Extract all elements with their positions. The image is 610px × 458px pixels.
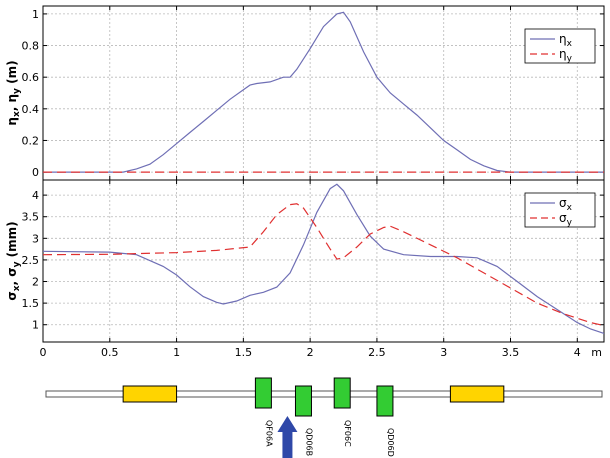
quadrupole-label-1: QF06A: [264, 420, 273, 447]
x-tick-label-2: 1: [173, 346, 180, 359]
quadrupole-label-3: QF06C: [343, 420, 352, 447]
dispersion-grid: [42, 6, 604, 180]
legend-eta-y-label: ηy: [559, 47, 573, 64]
dispersion-y-ticks: 0 0.2 0.4 0.6 0.8 1: [22, 8, 40, 179]
dispersion-plot-frame: [42, 5, 605, 181]
lattice-schematic: QF06A QD06B QF06C QD06D: [45, 377, 603, 458]
quadrupole-magnet-1: [254, 377, 272, 409]
quadrupole-magnet-2: [294, 385, 312, 417]
beam-size-plot-frame: [42, 179, 605, 343]
quadrupole-magnet-3: [333, 377, 351, 409]
beam-size-y-ticks: 1 1.5 2 2.5 3 3.5 4: [22, 189, 40, 332]
x-tick-label-4: 2: [307, 346, 314, 359]
x-tick-label-3: 1.5: [235, 346, 253, 359]
beam-size-legend: σx σy: [524, 192, 596, 228]
x-axis-unit-label: m: [591, 346, 602, 359]
x-tick-label-0: 0: [40, 346, 47, 359]
legend-sigma-y-label: σy: [559, 211, 573, 228]
beam-size-ytick-label-6: 4: [32, 189, 39, 202]
dispersion-ytick-label-3: 0.6: [22, 71, 40, 84]
dipole-magnet-5: [449, 385, 505, 403]
x-tick-label-8: 4: [574, 346, 581, 359]
beam-size-ytick-label-1: 1.5: [22, 297, 40, 310]
dipole-magnet-0: [122, 385, 178, 403]
dispersion-legend: ηx ηy: [524, 28, 596, 64]
dispersion-ytick-label-1: 0.2: [22, 134, 40, 147]
legend-eta-x-label: ηx: [559, 32, 573, 49]
dispersion-ytick-label-2: 0.4: [22, 103, 40, 116]
beam-size-ytick-label-5: 3.5: [22, 211, 40, 224]
beam-size-ytick-label-0: 1: [32, 319, 39, 332]
dispersion-ytick-label-0: 0: [32, 166, 39, 179]
beam-size-lines: [42, 183, 605, 334]
quadrupole-label-4: QD06D: [386, 428, 395, 457]
beam-size-ytick-label-3: 2.5: [22, 254, 40, 267]
legend-sigma-x-label: σx: [559, 196, 573, 213]
dispersion-lines: [43, 11, 604, 173]
quadrupole-magnet-4: [376, 385, 394, 417]
dispersion-series-line-0: [43, 11, 604, 173]
beam-size-ytick-label-4: 3: [32, 232, 39, 245]
x-tick-label-1: 0.5: [101, 346, 119, 359]
beam-size-ytick-label-2: 2: [32, 276, 39, 289]
x-tick-label-6: 3: [440, 346, 447, 359]
x-tick-label-7: 3.5: [502, 346, 520, 359]
dispersion-panel: 0 0.2 0.4 0.6 0.8 1 ηx, ηy (m) ηx ηy: [5, 5, 605, 181]
beam-size-y-axis-label: σx, σy (mm): [5, 221, 22, 300]
beam-size-series-line-1: [42, 203, 605, 327]
dispersion-ytick-label-5: 1: [32, 8, 39, 21]
beam-size-legend-box: [524, 192, 596, 228]
beam-size-series-line-0: [42, 183, 605, 334]
x-tick-label-5: 2.5: [368, 346, 386, 359]
quadrupole-label-2: QD06B: [304, 428, 313, 456]
dispersion-legend-box: [524, 28, 596, 64]
beam-size-grid: [42, 180, 604, 342]
dispersion-ytick-label-4: 0.8: [22, 40, 40, 53]
beam-size-panel: 11.522.533.54 0 0.5 1 1.5 2 2.5 3 3.5 4 m σx, σy …: [5, 179, 605, 359]
position-marker-arrow: [277, 416, 298, 458]
beamline-pipe: [45, 390, 603, 398]
beam-size-x-ticks: 0 0.5 1 1.5 2 2.5 3 3.5 4 m: [40, 346, 603, 359]
dispersion-y-axis-label: ηx, ηy (m): [5, 60, 22, 125]
